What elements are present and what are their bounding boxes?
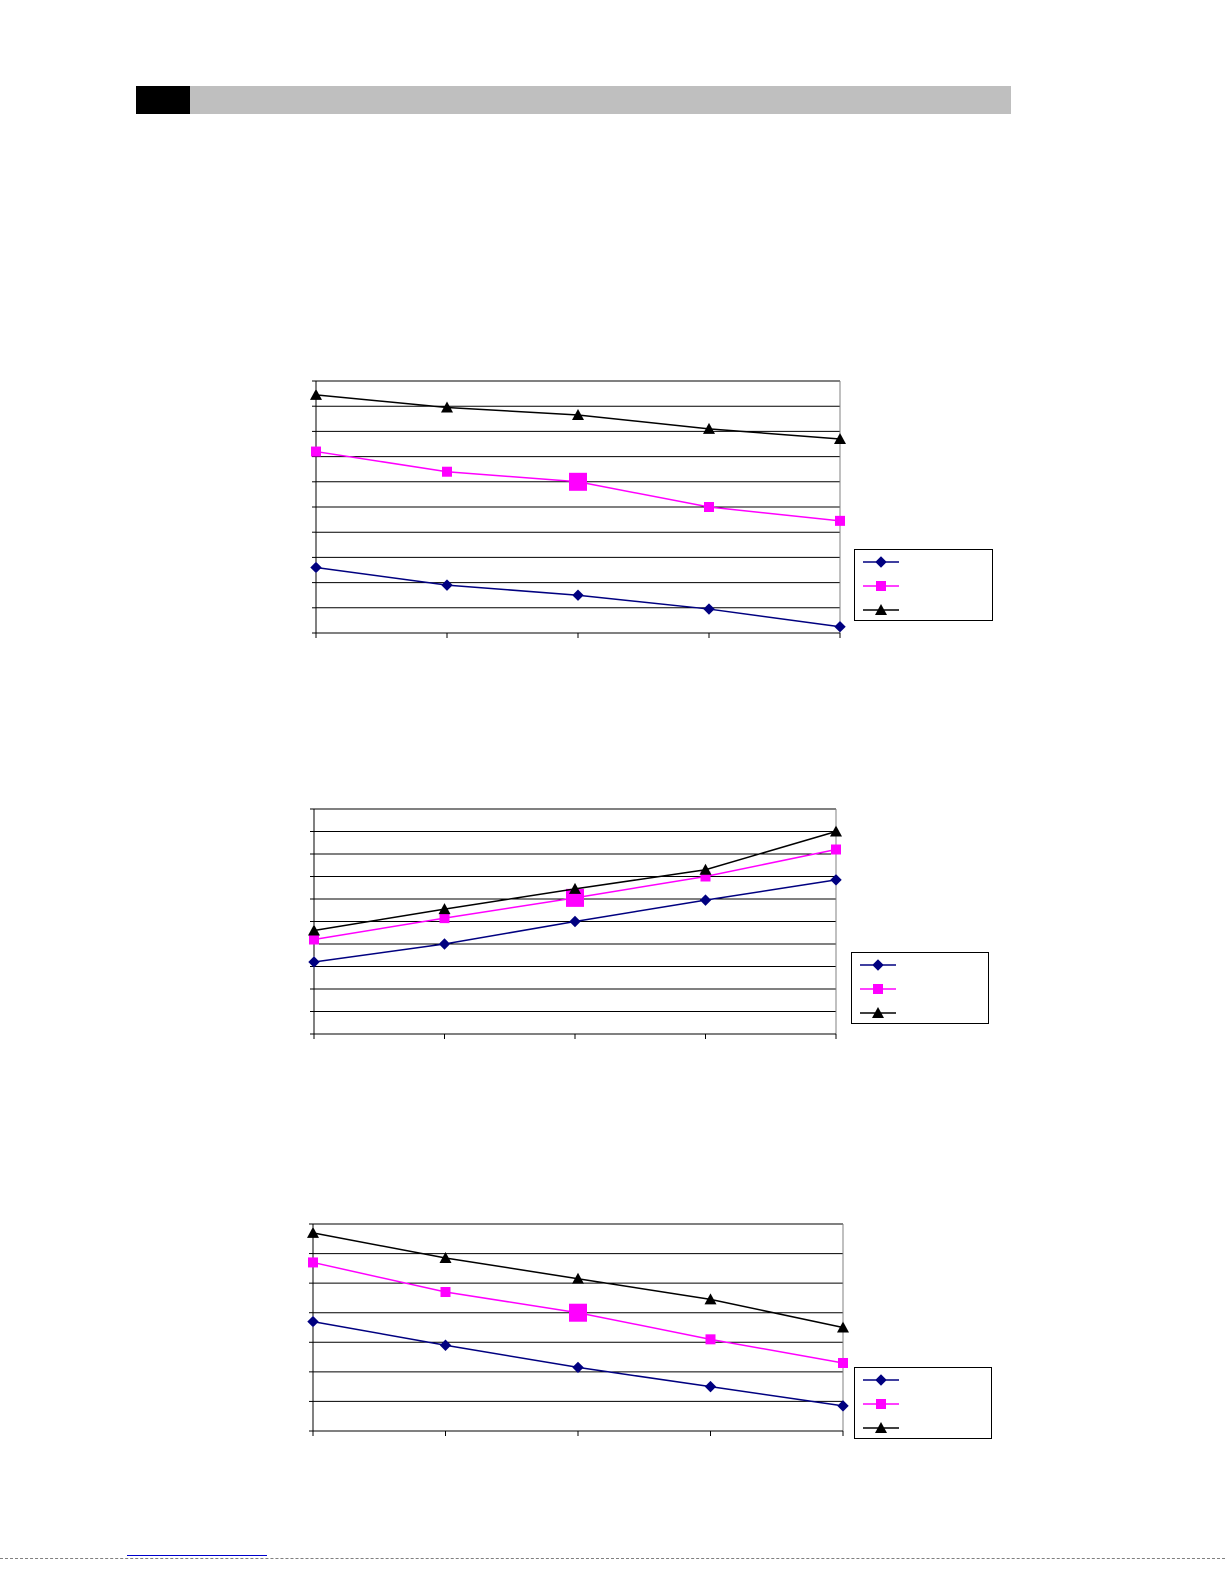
data-point-s3-2 (439, 1252, 452, 1264)
data-point-s3-5 (837, 1321, 849, 1333)
data-point-s1-2 (438, 938, 451, 950)
series-line-3 (313, 830, 837, 932)
data-point-s3-3 (572, 1272, 584, 1284)
data-point-s1-4 (699, 894, 712, 906)
data-point-s2-5 (835, 515, 845, 526)
data-point-s1-3 (572, 589, 584, 601)
data-point-s2-5 (831, 844, 841, 855)
data-point-s3-2 (441, 401, 453, 413)
data-point-s1-5 (830, 874, 842, 886)
data-point-s2-4 (700, 871, 711, 882)
legend-keys (863, 556, 899, 615)
data-point-s1-1 (308, 956, 320, 968)
legend-key-marker-1 (875, 1374, 887, 1386)
data-point-s3-1 (307, 1226, 319, 1238)
data-point-s1-2 (441, 579, 453, 591)
data-point-s1-4 (703, 603, 715, 615)
data-point-s2-1 (311, 446, 321, 457)
legend-key-marker-3 (872, 1007, 884, 1018)
line-chart-2 (308, 808, 842, 1039)
legend-1 (854, 549, 993, 621)
legend-key-marker-1 (872, 959, 884, 971)
legend-key-marker-2 (876, 581, 886, 591)
data-point-s2-3 (569, 472, 587, 491)
data-point-s1-5 (834, 620, 846, 633)
data-point-s1-3 (572, 1361, 584, 1374)
data-point-s3-1 (310, 388, 322, 400)
line-chart-3 (307, 1223, 849, 1436)
legend-2 (851, 952, 989, 1024)
legend-keys (860, 959, 896, 1018)
footer-rule (0, 1558, 1225, 1559)
data-point-s1-3 (569, 915, 581, 928)
legend-key-marker-2 (876, 1399, 886, 1409)
data-point-s1-1 (307, 1315, 319, 1328)
data-point-s3-5 (834, 432, 846, 444)
data-point-s3-4 (699, 863, 712, 875)
data-point-s2-4 (705, 1334, 716, 1345)
legend-key-marker-3 (875, 1422, 887, 1433)
data-point-s3-4 (704, 1293, 717, 1305)
data-point-s3-1 (308, 924, 320, 936)
data-point-s2-4 (704, 502, 714, 512)
data-point-s1-5 (837, 1400, 849, 1412)
data-point-s2-1 (309, 934, 319, 945)
data-point-s3-4 (703, 422, 715, 434)
data-point-s2-2 (440, 1287, 451, 1298)
data-point-s3-2 (438, 903, 451, 915)
data-point-s2-2 (442, 466, 452, 477)
legend-3 (854, 1367, 992, 1439)
data-point-s1-4 (704, 1380, 717, 1393)
data-point-s3-5 (830, 825, 842, 837)
header-block (136, 86, 190, 114)
footer-link-underline (127, 1555, 267, 1556)
data-point-s1-2 (439, 1339, 452, 1351)
data-point-s1-1 (310, 561, 322, 574)
data-point-s3-3 (572, 409, 584, 421)
legend-key-marker-1 (875, 556, 887, 568)
data-point-s2-5 (838, 1357, 848, 1368)
line-chart-1 (310, 380, 846, 638)
header-bar (136, 86, 1011, 114)
data-point-s2-2 (439, 913, 450, 924)
legend-key-marker-2 (873, 984, 883, 994)
legend-key-marker-3 (875, 604, 887, 615)
data-point-s2-1 (308, 1257, 318, 1268)
data-point-s3-3 (569, 882, 581, 894)
data-point-s2-3 (569, 1303, 587, 1322)
legend-keys (863, 1374, 899, 1433)
